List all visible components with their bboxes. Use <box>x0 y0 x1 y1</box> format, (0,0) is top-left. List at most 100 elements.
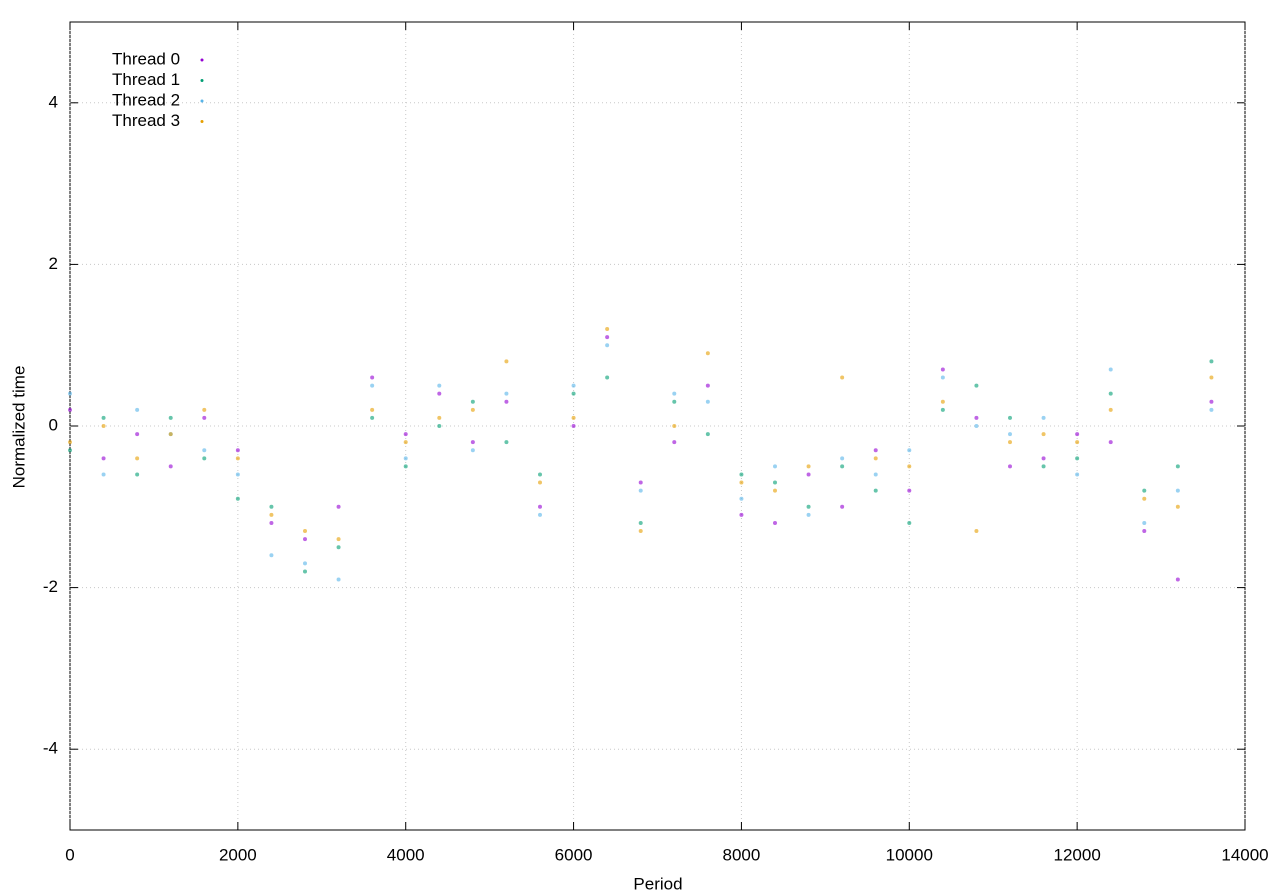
data-point <box>68 448 72 453</box>
data-point <box>739 512 744 517</box>
data-point <box>773 480 777 485</box>
data-point <box>235 448 240 453</box>
data-point <box>1008 432 1012 437</box>
data-point <box>571 424 576 428</box>
data-point <box>1209 359 1214 364</box>
data-point <box>470 448 475 453</box>
data-point <box>1175 464 1180 469</box>
x-tick-label: 14000 <box>1221 845 1268 864</box>
data-point <box>940 367 945 372</box>
data-point <box>873 448 878 453</box>
data-point <box>873 488 878 493</box>
y-tick-label: 2 <box>49 254 58 273</box>
data-point <box>538 512 542 517</box>
data-point <box>1075 456 1080 461</box>
data-point <box>739 480 744 485</box>
data-point <box>705 432 710 437</box>
data-point <box>739 472 744 477</box>
data-point <box>1142 488 1147 493</box>
data-point <box>1075 472 1080 477</box>
x-tick-label: 4000 <box>387 845 425 864</box>
data-point <box>974 415 979 420</box>
data-point <box>638 480 643 485</box>
data-point <box>538 480 542 485</box>
data-point <box>1041 415 1046 420</box>
data-point <box>269 553 274 558</box>
data-point <box>1209 407 1214 412</box>
data-point <box>1041 464 1046 469</box>
data-point <box>773 464 777 469</box>
data-point <box>974 529 979 534</box>
data-point <box>303 561 307 566</box>
data-point <box>739 496 744 501</box>
data-point <box>806 472 811 477</box>
x-tick-label: 6000 <box>555 845 593 864</box>
data-point <box>638 520 643 525</box>
data-point <box>336 504 341 509</box>
legend-label: Thread 1 <box>112 70 180 89</box>
data-point <box>336 545 341 550</box>
data-point <box>1108 407 1113 412</box>
data-point <box>202 448 207 453</box>
data-point <box>101 415 106 420</box>
data-point <box>269 512 274 517</box>
data-point <box>437 391 442 396</box>
data-point <box>907 464 912 469</box>
x-axis-label: Period <box>633 874 682 893</box>
data-point <box>168 432 173 437</box>
data-point <box>605 327 610 332</box>
data-point <box>135 407 140 412</box>
data-point <box>504 391 509 396</box>
data-point <box>370 375 375 380</box>
data-point <box>235 456 240 461</box>
data-point <box>806 504 811 509</box>
x-tick-label: 2000 <box>219 845 257 864</box>
data-point <box>672 399 677 404</box>
x-tick-label: 10000 <box>886 845 933 864</box>
data-point <box>370 383 375 388</box>
data-point <box>168 415 173 420</box>
data-point <box>303 529 307 534</box>
data-point <box>135 472 140 477</box>
data-point <box>1175 577 1180 582</box>
data-point <box>370 415 375 420</box>
data-point <box>605 335 610 340</box>
data-point <box>940 407 945 412</box>
data-point <box>1209 399 1214 404</box>
data-point <box>470 440 475 445</box>
data-point <box>840 504 845 509</box>
data-point <box>571 415 576 420</box>
data-point <box>269 520 274 525</box>
data-point <box>773 520 777 525</box>
data-point <box>370 407 375 412</box>
y-tick-label: 4 <box>49 92 58 111</box>
data-point <box>840 456 845 461</box>
data-point <box>940 375 945 380</box>
data-point <box>437 424 442 428</box>
legend-marker <box>200 99 204 103</box>
x-tick-label: 8000 <box>723 845 761 864</box>
data-point <box>135 432 140 437</box>
data-point <box>1175 504 1180 509</box>
data-point <box>672 391 677 396</box>
data-point <box>1041 456 1046 461</box>
data-point <box>873 456 878 461</box>
data-point <box>235 496 240 501</box>
data-point <box>873 472 878 477</box>
data-point <box>907 448 912 453</box>
legend-label: Thread 3 <box>112 111 180 130</box>
data-point <box>1108 440 1113 445</box>
data-point <box>571 383 576 388</box>
data-point <box>68 391 72 396</box>
data-point <box>1008 464 1012 469</box>
data-point <box>605 375 610 380</box>
data-point <box>437 383 442 388</box>
data-point <box>437 415 442 420</box>
legend-marker <box>200 120 204 123</box>
y-tick-label: -2 <box>43 577 58 596</box>
data-point <box>403 440 408 445</box>
data-point <box>672 424 677 428</box>
data-point <box>336 537 341 542</box>
